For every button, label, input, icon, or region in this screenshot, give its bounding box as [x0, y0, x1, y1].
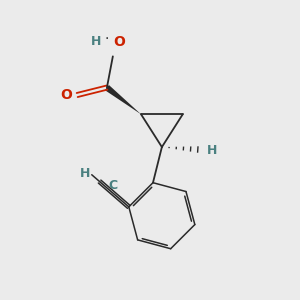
Text: H: H — [80, 167, 90, 180]
Text: H: H — [207, 144, 218, 157]
Text: O: O — [113, 34, 125, 49]
Text: ·: · — [105, 32, 109, 46]
Text: C: C — [108, 179, 117, 192]
Polygon shape — [105, 85, 141, 114]
Text: H: H — [91, 35, 101, 48]
Text: O: O — [60, 88, 72, 102]
